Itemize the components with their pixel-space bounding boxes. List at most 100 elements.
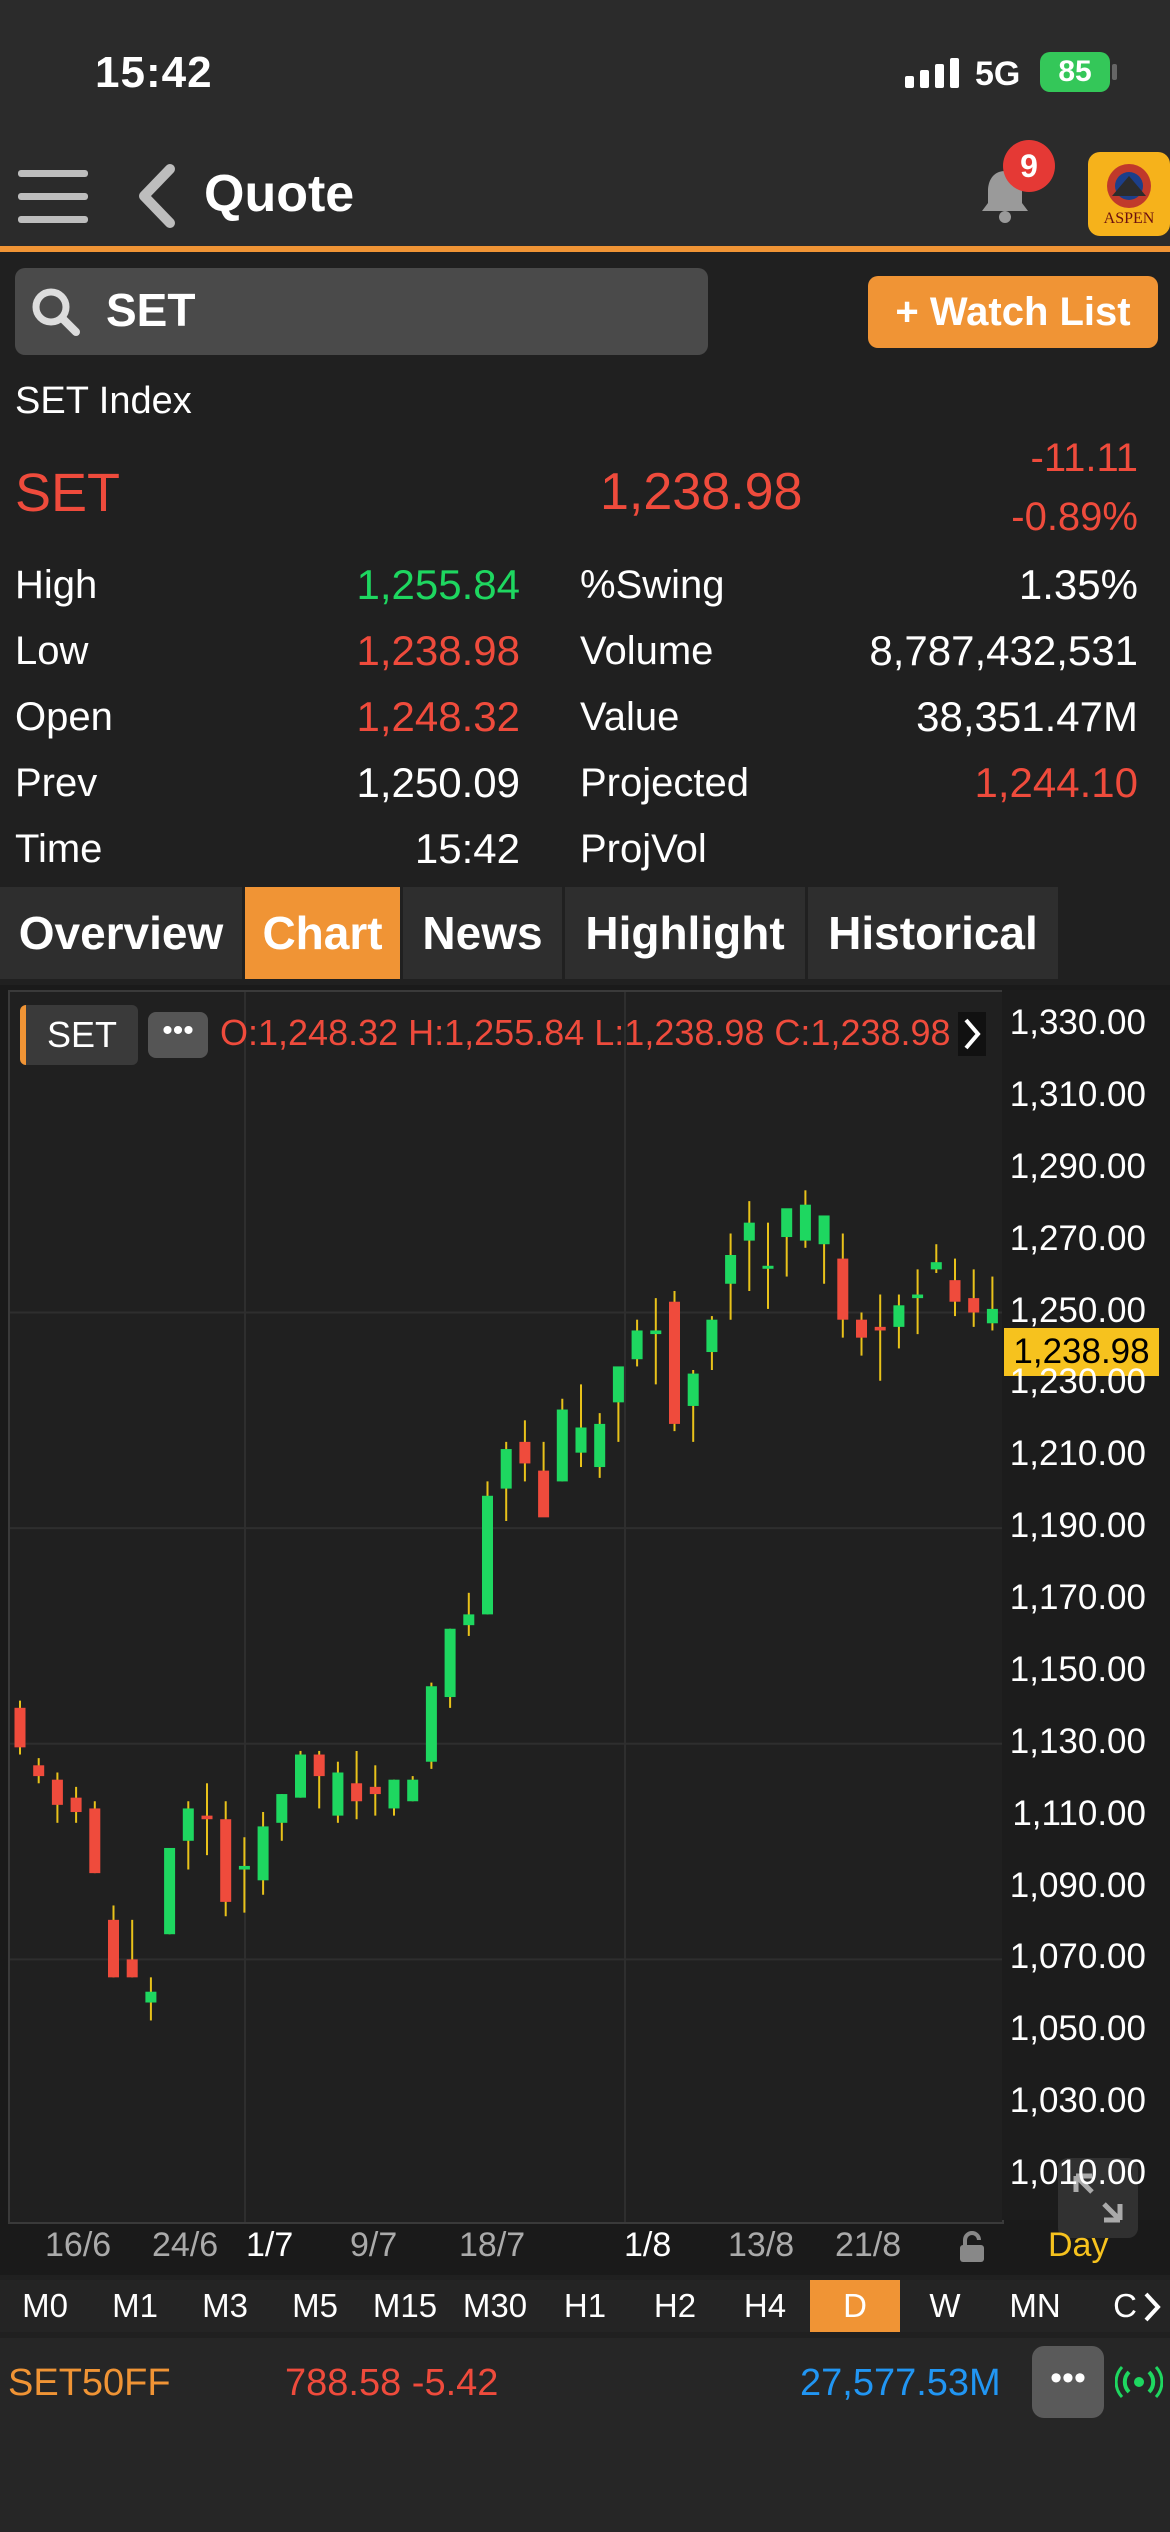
- network-type: 5G: [975, 55, 1021, 93]
- candlestick-chart[interactable]: [10, 992, 1002, 2222]
- y-axis-tick-label: 1,230.00: [1009, 1362, 1146, 1402]
- battery-tip: [1112, 64, 1117, 80]
- candle: [669, 1290, 680, 1432]
- chart-plot[interactable]: [8, 990, 1004, 2224]
- tab-historical[interactable]: Historical: [808, 887, 1058, 979]
- prev-value: 1,250.09: [356, 759, 521, 806]
- candle: [538, 1441, 550, 1518]
- bottom-ticker[interactable]: [0, 2338, 1170, 2532]
- candle-body-down: [33, 1765, 45, 1777]
- candle: [369, 1765, 381, 1816]
- y-axis-tick-label: 1,030.00: [1009, 2081, 1146, 2121]
- price-axis[interactable]: [1002, 990, 1170, 2220]
- live-broadcast-icon[interactable]: [1115, 2364, 1163, 2400]
- x-axis-tick-label: 13/8: [728, 2226, 795, 2264]
- candle-body-up: [482, 1495, 493, 1615]
- chart-symbol-chip[interactable]: SET: [20, 1005, 138, 1065]
- current-price-marker: 1,238.98: [1004, 1328, 1159, 1376]
- candle-body-down: [874, 1326, 886, 1331]
- swing-value: 1.35%: [1018, 561, 1138, 608]
- ticker-value: 27,577.53M: [800, 2362, 1001, 2404]
- candle: [893, 1294, 905, 1349]
- candle: [89, 1801, 101, 1874]
- timeframe-h1[interactable]: H1: [563, 2287, 607, 2324]
- candle-body-up: [407, 1779, 419, 1802]
- x-axis-tick-label: 1/7: [246, 2226, 294, 2264]
- timeframe-m1[interactable]: M1: [112, 2287, 158, 2324]
- candle: [594, 1413, 606, 1478]
- y-axis-tick-label: 1,150.00: [1009, 1649, 1146, 1689]
- tab-news[interactable]: News: [403, 887, 562, 979]
- chart-options-button[interactable]: •••: [148, 1012, 208, 1058]
- timeframe-h2[interactable]: H2: [653, 2287, 697, 2324]
- ticker-more-button[interactable]: •••: [1032, 2346, 1104, 2418]
- ticker-symbol[interactable]: SET50FF: [8, 2362, 171, 2404]
- search-value[interactable]: SET: [106, 284, 196, 336]
- expand-icon[interactable]: [1058, 2158, 1138, 2238]
- timeframe-m5[interactable]: M5: [292, 2287, 338, 2324]
- candle-body-up: [276, 1794, 288, 1823]
- price-change-percent: -0.89%: [1011, 495, 1138, 539]
- chevron-right-icon[interactable]: [1140, 2290, 1166, 2324]
- candle-body-up: [257, 1826, 269, 1881]
- timeframe-h4[interactable]: H4: [743, 2287, 787, 2324]
- timeframe-c[interactable]: C: [1113, 2287, 1137, 2324]
- candle: [930, 1244, 942, 1273]
- back-chevron-icon[interactable]: [132, 163, 182, 229]
- open-label: Open: [15, 695, 113, 739]
- timeframe-m0[interactable]: M0: [22, 2287, 68, 2324]
- value-label: Value: [580, 695, 680, 739]
- chart-period-label[interactable]: Day: [1048, 2226, 1109, 2264]
- ticker-price-change: 788.58 -5.42: [285, 2362, 499, 2404]
- notification-badge: 9: [1003, 140, 1055, 192]
- symbol-search-input[interactable]: [15, 268, 708, 355]
- candle-body-down: [70, 1797, 82, 1813]
- x-axis-tick-label: 16/6: [45, 2226, 112, 2264]
- candle: [631, 1319, 643, 1367]
- candle-body-up: [182, 1808, 194, 1841]
- candle-body-up: [164, 1847, 176, 1935]
- y-axis-tick-label: 1,190.00: [1009, 1506, 1146, 1546]
- candle: [201, 1783, 213, 1856]
- hamburger-menu-icon[interactable]: [18, 166, 88, 226]
- candle: [51, 1772, 63, 1823]
- timeframe-w[interactable]: W: [929, 2287, 961, 2324]
- timeframe-m3[interactable]: M3: [202, 2287, 248, 2324]
- timeframe-mn[interactable]: MN: [1009, 2287, 1061, 2324]
- x-axis-tick-label: 21/8: [835, 2226, 902, 2264]
- candle: [874, 1294, 886, 1381]
- candle: [799, 1190, 811, 1248]
- candle: [762, 1222, 774, 1309]
- lock-icon[interactable]: [955, 2230, 989, 2264]
- tab-highlight[interactable]: Highlight: [565, 887, 805, 979]
- logo-text: ASPEN: [1103, 210, 1155, 227]
- candle: [108, 1905, 119, 1978]
- aspen-logo[interactable]: ASPEN: [1088, 152, 1170, 236]
- candle-body-up: [799, 1204, 811, 1241]
- candle-body-up: [650, 1330, 662, 1335]
- status-bar: [0, 0, 1170, 150]
- candle-body-down: [369, 1786, 381, 1795]
- timeframe-d[interactable]: D: [810, 2280, 900, 2332]
- prev-label: Prev: [15, 761, 98, 805]
- y-axis-tick-label: 1,090.00: [1009, 1865, 1146, 1905]
- y-axis-tick-label: 1,170.00: [1009, 1578, 1146, 1617]
- tab-chart[interactable]: Chart: [245, 887, 400, 979]
- tab-overview[interactable]: Overview: [0, 887, 242, 979]
- candle-body-up: [500, 1449, 512, 1489]
- value-value: 38,351.47M: [916, 693, 1138, 740]
- timeframe-m30[interactable]: M30: [462, 2287, 528, 2324]
- add-watch-list-button[interactable]: + Watch List: [868, 276, 1158, 348]
- candle-body-up: [556, 1409, 568, 1482]
- candle: [612, 1366, 624, 1442]
- candle: [351, 1750, 363, 1820]
- candle-body-up: [238, 1865, 250, 1870]
- y-axis-tick-label: 1,310.00: [1009, 1074, 1146, 1114]
- candle: [968, 1269, 980, 1327]
- search-icon: [32, 288, 80, 336]
- candle-body-up: [575, 1427, 587, 1453]
- chevron-right-icon[interactable]: [958, 1012, 986, 1056]
- candle-body-up: [706, 1319, 718, 1353]
- candle: [949, 1258, 961, 1317]
- timeframe-m15[interactable]: M15: [372, 2287, 438, 2324]
